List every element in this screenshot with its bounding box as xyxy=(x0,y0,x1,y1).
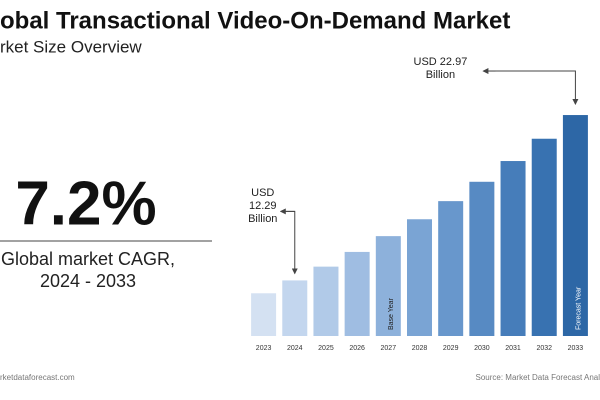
bar xyxy=(500,161,526,336)
value-label: USD 12.29 Billion xyxy=(248,187,278,226)
bar xyxy=(407,219,432,336)
value-label: USD 22.97 Billion xyxy=(413,56,468,82)
subtitle: rket Size Overview xyxy=(0,37,142,56)
title: obal Transactional Video-On-Demand Marke… xyxy=(0,7,510,34)
bar xyxy=(469,181,495,336)
x-tick-label: 2026 xyxy=(349,345,365,352)
bar xyxy=(313,266,339,336)
x-tick-label: 2024 xyxy=(287,345,303,352)
bar xyxy=(344,251,370,336)
bar xyxy=(531,138,557,336)
x-tick-label: 2025 xyxy=(318,345,334,352)
x-tick-label: 2032 xyxy=(536,345,552,352)
x-tick-label: 2031 xyxy=(505,345,521,352)
x-tick-label: 2028 xyxy=(412,345,428,352)
x-tick-label: 2029 xyxy=(443,345,459,352)
bar xyxy=(562,115,588,336)
cagr-value: 7.2% xyxy=(15,169,156,238)
bar xyxy=(251,293,277,336)
bar xyxy=(375,236,401,336)
bar xyxy=(282,280,308,336)
x-tick-label: 2033 xyxy=(568,345,584,352)
x-tick-label: 2027 xyxy=(381,345,397,352)
arrow xyxy=(284,210,298,275)
bar-annotation: Forecast Year xyxy=(575,286,582,330)
cagr-label: Global market CAGR, 2024 - 2033 xyxy=(0,249,176,291)
bar-annotation: Base Year xyxy=(388,297,395,330)
footer-right: Source: Market Data Forecast Anal xyxy=(476,373,600,382)
footer-left: rketdataforecast.com xyxy=(0,373,75,382)
arrow xyxy=(483,70,579,106)
x-tick-label: 2030 xyxy=(474,345,490,352)
bar xyxy=(438,201,464,336)
x-tick-label: 2023 xyxy=(256,345,272,352)
